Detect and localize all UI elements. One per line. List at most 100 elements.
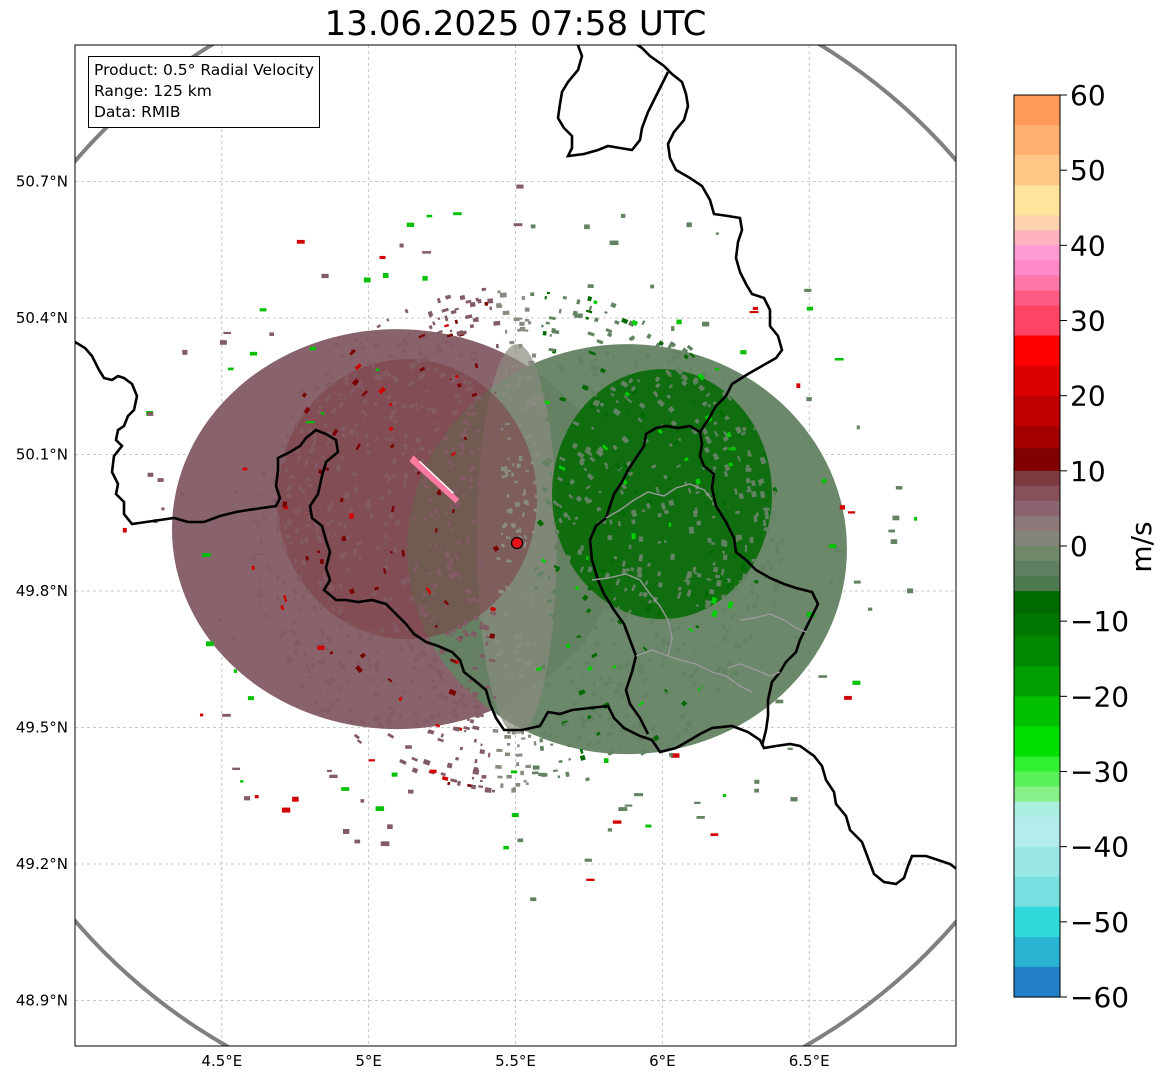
echo-cell <box>471 596 480 604</box>
echo-cell <box>516 463 521 468</box>
echo-cell <box>652 734 660 742</box>
echo-fragment <box>199 713 204 717</box>
echo-cell <box>417 694 423 701</box>
echo-cell <box>383 521 388 526</box>
echo-fragment <box>740 350 747 355</box>
echo-cell <box>746 489 752 493</box>
echo-cell <box>319 606 324 611</box>
echo-cell <box>550 743 554 746</box>
echo-cell <box>463 725 471 731</box>
echo-cell <box>655 382 661 389</box>
echo-cell <box>507 437 511 440</box>
echo-cell <box>331 605 336 613</box>
echo-cell <box>770 516 775 522</box>
echo-cell <box>616 682 623 688</box>
echo-cell <box>404 576 411 583</box>
echo-cell <box>369 512 374 519</box>
border-germany-belgium-north <box>556 45 670 158</box>
echo-cell <box>481 287 487 292</box>
echo-cell <box>285 535 291 539</box>
echo-cell <box>515 643 523 648</box>
echo-cell <box>724 579 728 583</box>
echo-cell <box>585 777 590 782</box>
echo-fragment <box>532 765 540 770</box>
echo-cell <box>475 712 481 719</box>
echo-cell <box>621 615 629 622</box>
echo-cell <box>577 356 584 361</box>
echo-cell <box>723 430 728 437</box>
echo-cell <box>583 660 592 667</box>
echo-fragment <box>650 284 655 289</box>
echo-cell <box>544 400 551 405</box>
echo-cell <box>385 717 393 725</box>
echo-cell <box>640 664 645 669</box>
echo-cell <box>562 295 567 300</box>
echo-cell <box>464 632 470 638</box>
echo-cell <box>341 536 347 542</box>
echo-fragment <box>405 745 412 749</box>
echo-cell <box>495 343 499 349</box>
colorbar-swatch <box>1014 485 1060 502</box>
echo-cell <box>463 729 467 733</box>
echo-cell <box>447 781 451 786</box>
echo-cell <box>776 584 780 591</box>
echo-cell <box>665 744 671 750</box>
lat-tick-label: 48.9°N <box>16 992 68 1010</box>
map-frame <box>74 44 957 1047</box>
echo-cell <box>436 330 443 335</box>
echo-cell <box>600 568 607 574</box>
echo-cell <box>661 640 667 646</box>
colorbar-swatch <box>1014 726 1060 758</box>
echo-cell <box>467 687 471 692</box>
map-plot-area[interactable] <box>0 0 1098 1081</box>
echo-cell <box>654 376 661 383</box>
echo-cell <box>585 316 590 320</box>
echo-cell <box>483 546 490 552</box>
echo-cell <box>596 731 601 736</box>
echo-fragment <box>914 516 918 521</box>
echo-fragment <box>834 549 843 553</box>
echo-cell <box>338 606 344 613</box>
echo-cell <box>535 539 538 543</box>
echo-cell <box>532 642 538 647</box>
echo-cell <box>408 361 417 369</box>
echo-cell <box>696 572 702 578</box>
echo-fragment <box>360 799 365 803</box>
echo-cell <box>616 607 623 614</box>
echo-cell <box>328 676 335 683</box>
echo-fragment <box>349 720 355 723</box>
echo-cell <box>462 620 469 627</box>
echo-cell <box>631 724 637 730</box>
echo-cell <box>384 542 387 546</box>
echo-cell <box>458 693 467 699</box>
echo-cell <box>292 587 298 596</box>
echo-cell <box>619 489 625 495</box>
echo-cell <box>491 536 495 539</box>
echo-cell <box>633 360 638 366</box>
echo-cell <box>712 401 717 406</box>
echo-fragment <box>907 588 914 594</box>
echo-cell <box>747 633 753 641</box>
colorbar-swatch <box>1014 125 1060 156</box>
echo-cell <box>428 543 432 547</box>
echo-cell <box>426 449 433 455</box>
echo-cell <box>557 587 563 592</box>
echo-cell <box>600 382 605 387</box>
echo-cell <box>604 310 608 314</box>
echo-cell <box>454 307 459 311</box>
echo-cell <box>348 427 357 436</box>
echo-cell <box>444 294 452 300</box>
radar-site-marker[interactable] <box>510 536 524 550</box>
echo-cell <box>670 358 676 363</box>
echo-fragment <box>624 804 633 807</box>
echo-cell <box>525 764 532 769</box>
echo-cell <box>698 384 706 392</box>
echo-fragment <box>122 527 127 533</box>
echo-cell <box>491 551 498 558</box>
echo-cell <box>653 631 661 639</box>
echo-cell <box>587 331 595 337</box>
echo-cell <box>668 522 672 527</box>
echo-cell <box>392 621 398 628</box>
echo-cell <box>384 472 390 478</box>
echo-cell <box>414 402 419 407</box>
